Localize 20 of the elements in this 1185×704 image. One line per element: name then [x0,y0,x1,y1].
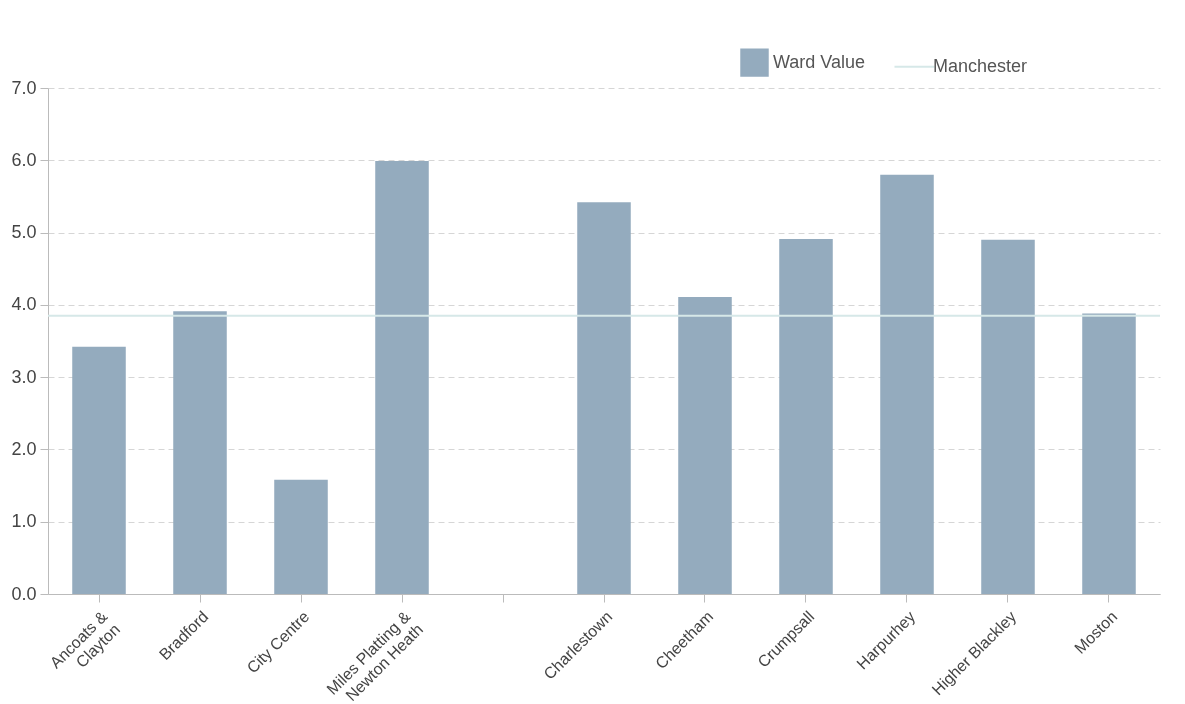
bar [1082,313,1136,594]
bar [375,161,429,594]
y-tick-label: 0.0 [11,583,37,604]
bar [981,239,1035,594]
y-tick-label: 3.0 [11,366,37,387]
bar [577,202,631,594]
bar [779,239,833,594]
y-tick-label: 7.0 [11,77,37,98]
bar [72,346,126,594]
bar [173,311,227,594]
legend-label: Ward Value [773,51,866,72]
y-tick-label: 5.0 [11,222,37,243]
bar [880,174,934,594]
bar [678,296,732,594]
legend-label: Manchester [933,55,1028,76]
y-tick-label: 2.0 [11,438,37,459]
y-tick-label: 6.0 [11,149,37,170]
y-tick-label: 4.0 [11,294,37,315]
y-tick-label: 1.0 [11,511,37,532]
bar [274,479,328,594]
